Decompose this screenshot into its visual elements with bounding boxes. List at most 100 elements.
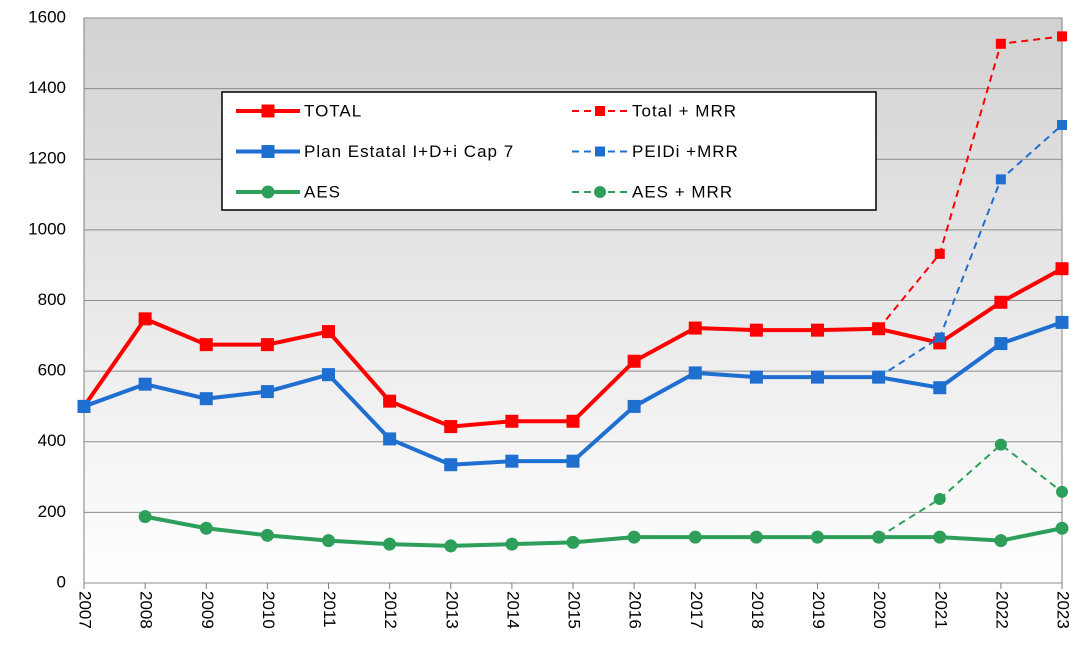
point: [994, 295, 1008, 309]
point: [383, 394, 397, 408]
x-tick-label: 2019: [809, 591, 828, 629]
point: [383, 537, 397, 551]
legend-label: Plan Estatal I+D+i Cap 7: [304, 142, 514, 161]
labels: 0 200 400 600 800 1000 1200 1400 1600 2007 2008 200…: [28, 7, 1072, 628]
point: [444, 539, 458, 553]
x-tick-label: 2008: [137, 591, 156, 629]
y-tick-label: 800: [38, 290, 66, 309]
point: [566, 414, 580, 428]
point: [1055, 262, 1069, 276]
y-tick-label: 1400: [28, 78, 66, 97]
series-line: [144, 514, 1063, 548]
point: [199, 338, 213, 352]
y-tick-label: 1200: [28, 149, 66, 168]
point: [77, 399, 91, 413]
point: [260, 385, 274, 399]
y-tick-label: 200: [38, 502, 66, 521]
legend-label: AES: [304, 182, 341, 201]
y-tick-label: 0: [57, 572, 66, 591]
y-tick-label: 400: [38, 431, 66, 450]
point: [322, 534, 335, 548]
point: [199, 521, 213, 535]
point: [260, 528, 274, 542]
legend: [221, 91, 877, 211]
legend-marker: [261, 185, 275, 199]
x-tick-label: 2015: [565, 591, 584, 629]
point: [444, 458, 458, 472]
point: [995, 174, 1006, 185]
point: [688, 321, 702, 335]
point: [505, 454, 519, 468]
legend-label: Total + MRR: [632, 101, 737, 120]
point: [995, 38, 1006, 49]
legend-marker: [595, 106, 605, 116]
point: [627, 354, 641, 368]
x-tick-label: 2023: [1054, 591, 1073, 629]
lines: [77, 31, 1069, 553]
legend-marker: [261, 145, 275, 158]
point: [566, 454, 580, 468]
grid: [83, 17, 1063, 589]
point: [811, 530, 824, 544]
point: [138, 312, 152, 326]
point: [1055, 315, 1069, 329]
point: [138, 510, 152, 524]
point: [933, 381, 947, 395]
legend-label: TOTAL: [304, 101, 362, 120]
y-tick-label: 600: [38, 361, 66, 380]
point: [749, 370, 763, 384]
x-tick-label: 2010: [259, 591, 278, 629]
x-tick-label: 2013: [442, 591, 461, 629]
point: [322, 325, 335, 339]
legend-label: AES + MRR: [632, 182, 733, 201]
x-tick-label: 2017: [687, 591, 706, 629]
point: [1055, 521, 1069, 535]
x-tick-label: 2018: [748, 591, 767, 629]
point: [933, 530, 947, 544]
series-line: [878, 443, 1063, 538]
point: [1056, 485, 1068, 498]
legend-marker: [595, 146, 605, 157]
point: [1057, 119, 1067, 130]
x-tick-label: 2012: [381, 591, 400, 629]
point: [872, 531, 885, 544]
point: [749, 530, 763, 544]
point: [994, 438, 1007, 451]
x-tick-label: 2011: [320, 591, 339, 628]
point: [688, 366, 702, 380]
point: [566, 535, 580, 549]
legend-marker: [261, 104, 275, 118]
point: [994, 337, 1008, 351]
point: [873, 372, 884, 383]
point: [994, 534, 1008, 548]
point: [627, 530, 641, 544]
point: [505, 414, 519, 428]
point: [811, 370, 824, 384]
point: [260, 338, 274, 352]
legend-entries: TOTAL Total + MRR Plan Estatal I+D+i Cap 7…: [236, 101, 739, 201]
point: [934, 248, 945, 259]
point: [1057, 31, 1067, 42]
legend-marker: [594, 186, 606, 198]
point: [383, 432, 397, 446]
legend-label: PEIDi +MRR: [632, 142, 739, 161]
x-tick-label: 2022: [992, 591, 1011, 629]
point: [322, 368, 335, 382]
point: [444, 420, 458, 434]
point: [934, 332, 945, 343]
point: [199, 392, 213, 406]
point: [505, 537, 519, 551]
point: [138, 377, 152, 391]
series-line: [878, 124, 1063, 378]
x-tick-label: 2009: [198, 591, 217, 629]
point: [933, 492, 946, 505]
point: [873, 323, 884, 334]
x-tick-label: 2016: [626, 591, 645, 629]
x-tick-label: 2020: [870, 591, 889, 629]
x-tick-label: 2014: [503, 591, 522, 629]
x-tick-label: 2007: [76, 591, 95, 629]
point: [749, 323, 763, 337]
x-tick-label: 2021: [931, 591, 950, 629]
